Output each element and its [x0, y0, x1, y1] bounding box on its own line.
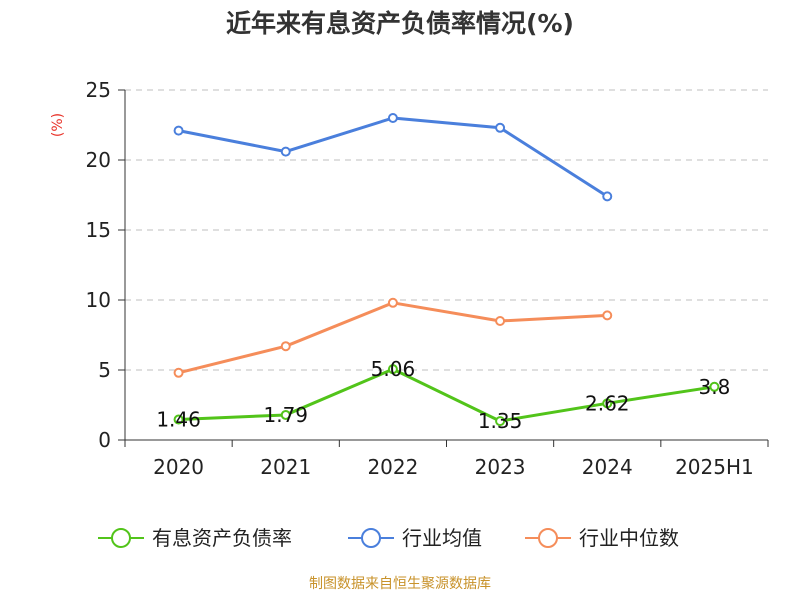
data-label: 2.62 [585, 391, 630, 415]
chart-title: 近年来有息资产负债率情况(%) [226, 9, 574, 38]
legend-marker [111, 528, 131, 548]
legend-label: 行业均值 [402, 526, 482, 550]
y-tick-label: 15 [86, 218, 111, 242]
series-point-0 [173, 414, 184, 425]
legend: 有息资产负债率 行业均值 行业中位数 [98, 526, 679, 550]
legend-marker [361, 528, 381, 548]
series-point-1 [173, 125, 184, 136]
legend-item-0[interactable]: 有息资产负债率 [98, 526, 292, 550]
legend-item-1[interactable]: 行业均值 [348, 526, 482, 550]
data-label: 1.79 [263, 403, 308, 427]
y-tick-label: 0 [98, 428, 111, 452]
y-tick-label: 25 [86, 78, 111, 102]
series-point-0 [387, 364, 398, 375]
source-note: 制图数据来自恒生聚源数据库 [309, 576, 491, 592]
series-point-0 [280, 409, 291, 420]
y-tick-label: 10 [86, 288, 111, 312]
series-point-1 [602, 191, 613, 202]
data-label: 1.46 [156, 408, 201, 432]
data-labels: 1.46 1.79 5.06 1.35 2.62 3.8 [156, 357, 730, 433]
series-point-1 [280, 146, 291, 157]
series-point-2 [495, 316, 506, 326]
series-point-2 [387, 297, 398, 308]
x-tick-label: 2025H1 [675, 455, 754, 479]
series-point-1 [495, 122, 506, 133]
y-tick-label: 5 [98, 358, 111, 382]
series-point-0 [602, 398, 613, 409]
series-point-1 [387, 113, 398, 123]
legend-marker [538, 528, 558, 548]
y-tick-label: 20 [86, 148, 111, 172]
series-point-2 [280, 341, 291, 352]
x-tick-label: 2022 [367, 455, 418, 479]
legend-label: 有息资产负债率 [152, 526, 292, 550]
legend-label: 行业中位数 [579, 526, 679, 550]
series-group [173, 113, 720, 427]
data-label: 3.8 [699, 375, 731, 399]
axes: 0 5 10 15 20 25 2020 2021 2022 2023 2024 2025H1 [86, 78, 769, 479]
x-tick-label: 2021 [260, 455, 311, 479]
series-point-2 [173, 367, 184, 378]
x-tick-label: 2020 [153, 455, 204, 479]
grid-lines [125, 89, 768, 371]
series-point-0 [495, 416, 506, 427]
data-label: 1.35 [478, 409, 523, 433]
series-point-2 [602, 310, 613, 321]
legend-item-2[interactable]: 行业中位数 [525, 526, 679, 550]
series-line-0 [178, 367, 715, 423]
series-line-1 [178, 116, 609, 198]
x-tick-label: 2023 [475, 455, 526, 479]
series-point-0 [709, 381, 720, 392]
data-label: 5.06 [371, 357, 416, 381]
x-tick-label: 2024 [582, 455, 633, 479]
y-axis-unit: (%) [50, 113, 66, 137]
